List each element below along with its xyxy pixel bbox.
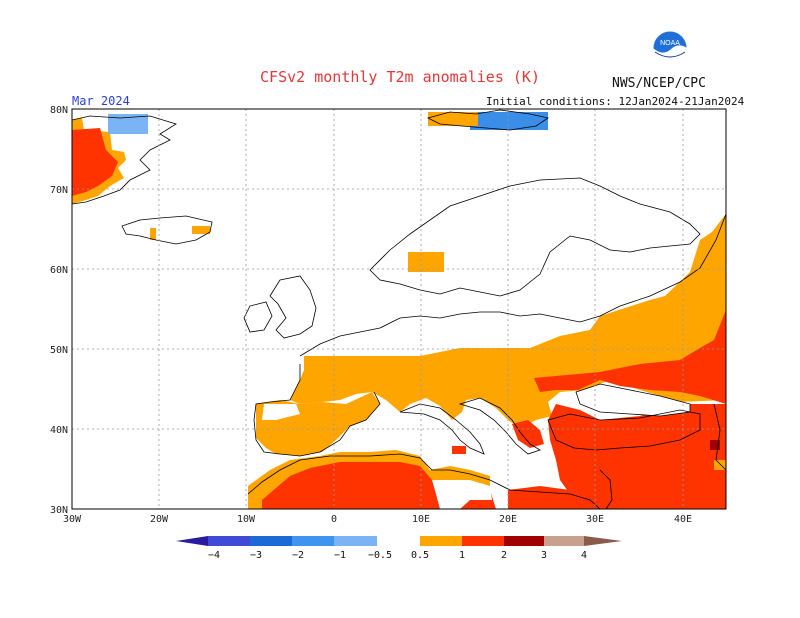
- coast-levant: [599, 469, 613, 510]
- lat-label: 60N: [50, 265, 68, 276]
- anomaly-greenland-warm: [72, 128, 118, 196]
- lon-label: 20W: [150, 514, 169, 525]
- anomaly-svalbard-cold: [470, 112, 548, 130]
- coast-uk: [269, 275, 317, 339]
- coast-turkey: [547, 409, 701, 451]
- coast-iceland: [121, 215, 213, 245]
- anomaly-svalbard-warm: [428, 112, 478, 126]
- lon-label: 10W: [237, 514, 256, 525]
- colorbar-label: −3: [250, 550, 262, 561]
- anomaly-norway: [408, 252, 444, 272]
- coast-europe-main: [299, 213, 727, 357]
- colorbar-label: 1: [459, 550, 465, 561]
- anomaly-sicily-red: [452, 446, 466, 454]
- coast-greenland: [71, 115, 177, 205]
- colorbar-bin: [334, 536, 377, 546]
- anomaly-turkey-red: [548, 404, 726, 509]
- coast-iberia: [253, 364, 381, 457]
- coast-scandinavia: [369, 177, 701, 297]
- colorbar-label: −2: [292, 550, 304, 561]
- initial-conditions: Initial conditions: 12Jan2024-21Jan2024: [486, 95, 745, 108]
- anomaly-ukraine-red: [534, 310, 726, 404]
- colorbar: −4 −3 −2 −1 −0.5 0.5 1 2 3 4: [176, 536, 622, 561]
- forecast-month: Mar 2024: [72, 94, 130, 108]
- colorbar-left-arrow: [176, 536, 208, 546]
- colorbar-bin: [292, 536, 334, 546]
- colorbar-label: −0.5: [368, 550, 392, 561]
- lon-label: 10E: [412, 514, 430, 525]
- anomaly-greece-red: [512, 420, 544, 448]
- logo-text: NOAA: [660, 40, 680, 47]
- longitude-labels: 30W 20W 10W 0 10E 20E 30E 40E: [63, 514, 692, 525]
- colorbar-label: −4: [208, 550, 220, 561]
- latitude-labels: 80N 70N 60N 50N 40N 30N: [50, 105, 68, 516]
- noaa-logo: NOAA: [652, 30, 688, 66]
- lon-label: 20E: [499, 514, 517, 525]
- anomaly-greenland-cold: [108, 114, 148, 134]
- lon-label: 0: [331, 514, 337, 525]
- colorbar-bin: [208, 536, 250, 546]
- colorbar-right-arrow: [584, 536, 622, 546]
- colorbar-bin: [377, 536, 420, 546]
- anomaly-black-sea-gap: [576, 384, 690, 416]
- coast-italy: [399, 403, 485, 455]
- colorbar-label: 0.5: [411, 550, 429, 561]
- lon-label: 40E: [674, 514, 692, 525]
- lat-label: 30N: [50, 505, 68, 516]
- colorbar-label: 3: [541, 550, 547, 561]
- colorbar-bin: [420, 536, 462, 546]
- coastlines: [71, 109, 727, 510]
- anomaly-sahara-gap: [432, 480, 492, 509]
- lat-label: 40N: [50, 425, 68, 436]
- anomaly-iberia-gap: [262, 404, 300, 420]
- coast-caspian: [713, 403, 727, 471]
- colorbar-label: −1: [334, 550, 346, 561]
- anomaly-caucasus-dark: [710, 440, 720, 450]
- lon-label: 30W: [63, 514, 82, 525]
- colorbar-bin: [544, 536, 584, 546]
- colorbar-bin: [250, 536, 292, 546]
- lon-label: 30E: [586, 514, 604, 525]
- coast-balkans-greece: [458, 397, 541, 455]
- graticule: [72, 109, 726, 509]
- map-area: [71, 108, 727, 510]
- lat-label: 80N: [50, 105, 68, 116]
- coast-north-africa: [247, 453, 601, 510]
- anomaly-iceland: [150, 228, 156, 240]
- map-frame: [71, 108, 727, 510]
- chart-title: CFSv2 monthly T2m anomalies (K): [260, 68, 540, 86]
- lat-label: 50N: [50, 345, 68, 356]
- colorbar-label: 2: [501, 550, 507, 561]
- lat-label: 70N: [50, 185, 68, 196]
- anomaly-iceland-e: [192, 226, 210, 234]
- colorbar-label: 4: [581, 550, 587, 561]
- coast-ireland: [243, 301, 273, 333]
- agency-label: NWS/NCEP/CPC: [612, 76, 706, 91]
- colorbar-bin: [504, 536, 544, 546]
- coast-svalbard: [426, 109, 550, 131]
- anomaly-fills: [72, 112, 726, 509]
- colorbar-bin: [462, 536, 504, 546]
- anomaly-caspian-orange: [714, 460, 726, 470]
